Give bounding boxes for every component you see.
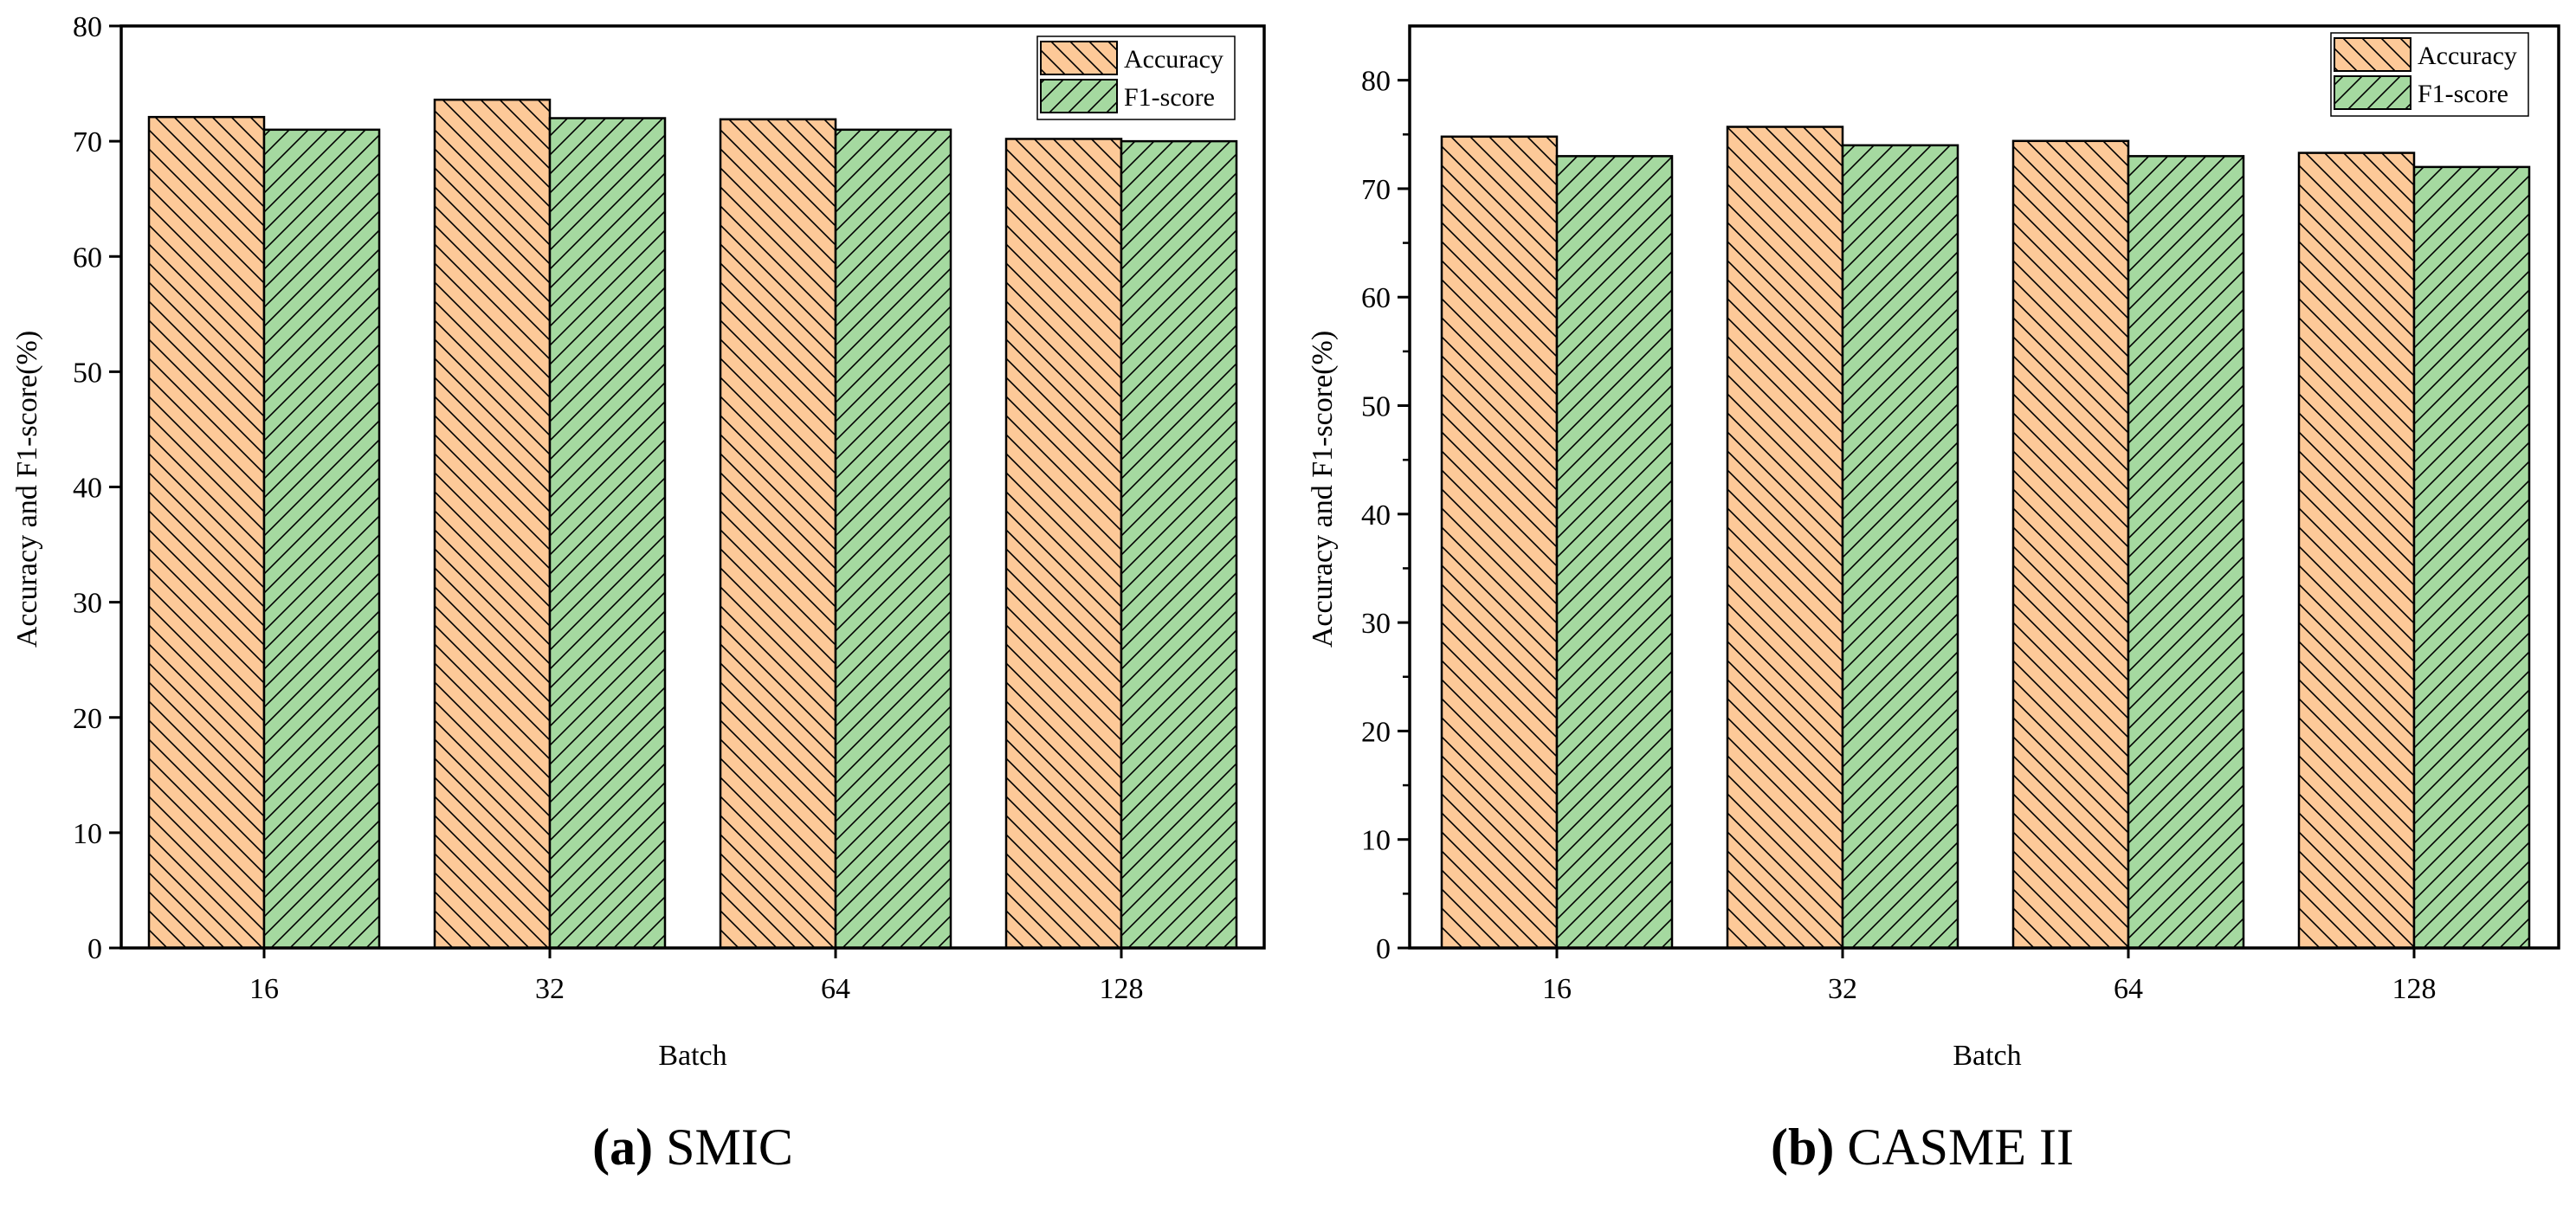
bar-accuracy-128 (1004, 138, 1123, 950)
y-tick-label: 10 (1361, 825, 1391, 857)
y-tick-label: 50 (73, 357, 102, 389)
y-tick-label: 40 (73, 473, 102, 505)
panel-title: CASME II (1847, 1119, 2074, 1176)
legend-label: F1-score (2418, 80, 2508, 108)
chart-panel-smic: Accuracy and F1-score(%) Batch (a) SMIC … (11, 11, 1266, 1176)
panel-caption: (b) CASME II (1771, 1119, 2074, 1176)
bar-f1-score-32 (1841, 144, 1959, 950)
bar-accuracy-32 (1726, 126, 1844, 950)
plot-frame (1408, 24, 2560, 950)
x-tick-label: 64 (821, 973, 850, 1005)
panel-letter: (a) (592, 1119, 653, 1176)
bar-f1-score-128 (2412, 165, 2531, 950)
y-tick-label: 30 (1361, 608, 1391, 640)
legend-label: Accuracy (2418, 42, 2517, 70)
x-tick-label: 16 (249, 973, 279, 1005)
y-axis-label: Accuracy and F1-score(%) (1307, 331, 1339, 648)
bar-f1-score-64 (2127, 155, 2245, 950)
y-tick-label: 70 (73, 126, 102, 158)
x-axis-label: Batch (658, 1040, 726, 1072)
panel-letter: (b) (1771, 1119, 1834, 1176)
bar-f1-score-16 (1555, 155, 1674, 950)
y-axis-label: Accuracy and F1-score(%) (11, 331, 43, 648)
x-tick-label: 16 (1542, 973, 1572, 1005)
legend-label: Accuracy (1124, 45, 1223, 74)
y-tick-label: 80 (1361, 66, 1391, 98)
panel-title: SMIC (666, 1119, 793, 1176)
bar-f1-score-64 (834, 128, 952, 950)
y-tick-label: 80 (73, 11, 102, 43)
y-tick-label: 20 (73, 703, 102, 735)
bar-accuracy-128 (2297, 152, 2416, 950)
y-tick-label: 40 (1361, 500, 1391, 532)
legend: Accuracy F1-score (2330, 32, 2529, 117)
bar-accuracy-16 (147, 115, 266, 950)
x-axis-label: Batch (1953, 1040, 2021, 1072)
y-tick-label: 0 (87, 933, 102, 965)
bar-accuracy-16 (1440, 135, 1559, 950)
legend-swatch-accuracy (2334, 37, 2411, 72)
y-tick-label: 50 (1361, 391, 1391, 423)
bar-f1-score-32 (548, 117, 667, 950)
y-tick-label: 70 (1361, 174, 1391, 206)
bar-f1-score-128 (1120, 139, 1238, 950)
y-tick-label: 30 (73, 588, 102, 620)
legend: Accuracy F1-score (1036, 35, 1236, 120)
panel-caption: (a) SMIC (592, 1119, 793, 1176)
bar-accuracy-64 (2011, 139, 2130, 950)
y-tick-label: 60 (1361, 282, 1391, 314)
x-tick-label: 32 (535, 973, 565, 1005)
legend-swatch-accuracy (1040, 41, 1118, 75)
bar-f1-score-16 (262, 128, 381, 950)
y-tick-label: 10 (73, 818, 102, 850)
legend-swatch-f1-score (2334, 75, 2411, 110)
chart-panel-casme-ii: Accuracy and F1-score(%) Batch (b) CASME… (1307, 24, 2560, 1176)
x-tick-label: 128 (2392, 973, 2437, 1005)
y-tick-label: 0 (1376, 933, 1391, 965)
x-tick-label: 32 (1828, 973, 1857, 1005)
x-tick-label: 64 (2114, 973, 2143, 1005)
legend-swatch-f1-score (1040, 79, 1118, 113)
bar-accuracy-64 (719, 118, 837, 950)
x-tick-label: 128 (1100, 973, 1144, 1005)
y-tick-label: 60 (73, 242, 102, 274)
bar-accuracy-32 (433, 98, 552, 950)
legend-label: F1-score (1124, 83, 1215, 112)
y-tick-label: 20 (1361, 716, 1391, 748)
